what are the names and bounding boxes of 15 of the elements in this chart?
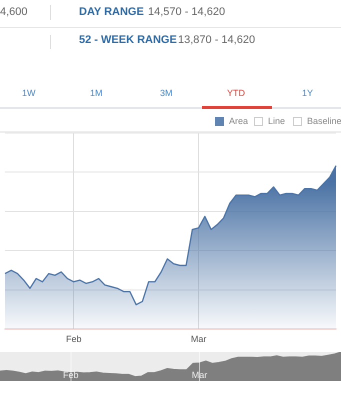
text: 1Y [302, 88, 314, 98]
text: 4,600 [0, 6, 28, 18]
x-tick-label: Mar [190, 334, 206, 344]
x-tick-label: Feb [66, 334, 82, 344]
text: YTD [227, 88, 245, 98]
text: 14,570 - 14,620 [148, 6, 226, 18]
text: 52 - WEEK RANGE [79, 34, 177, 46]
text: 13,870 - 14,620 [178, 34, 256, 46]
text: 3M [160, 88, 173, 98]
text: Area [229, 116, 248, 126]
text: 1W [22, 88, 36, 98]
text: Line [268, 116, 286, 126]
text: 1M [90, 88, 103, 98]
text: Baseline [307, 116, 341, 126]
text: DAY RANGE [79, 6, 144, 18]
